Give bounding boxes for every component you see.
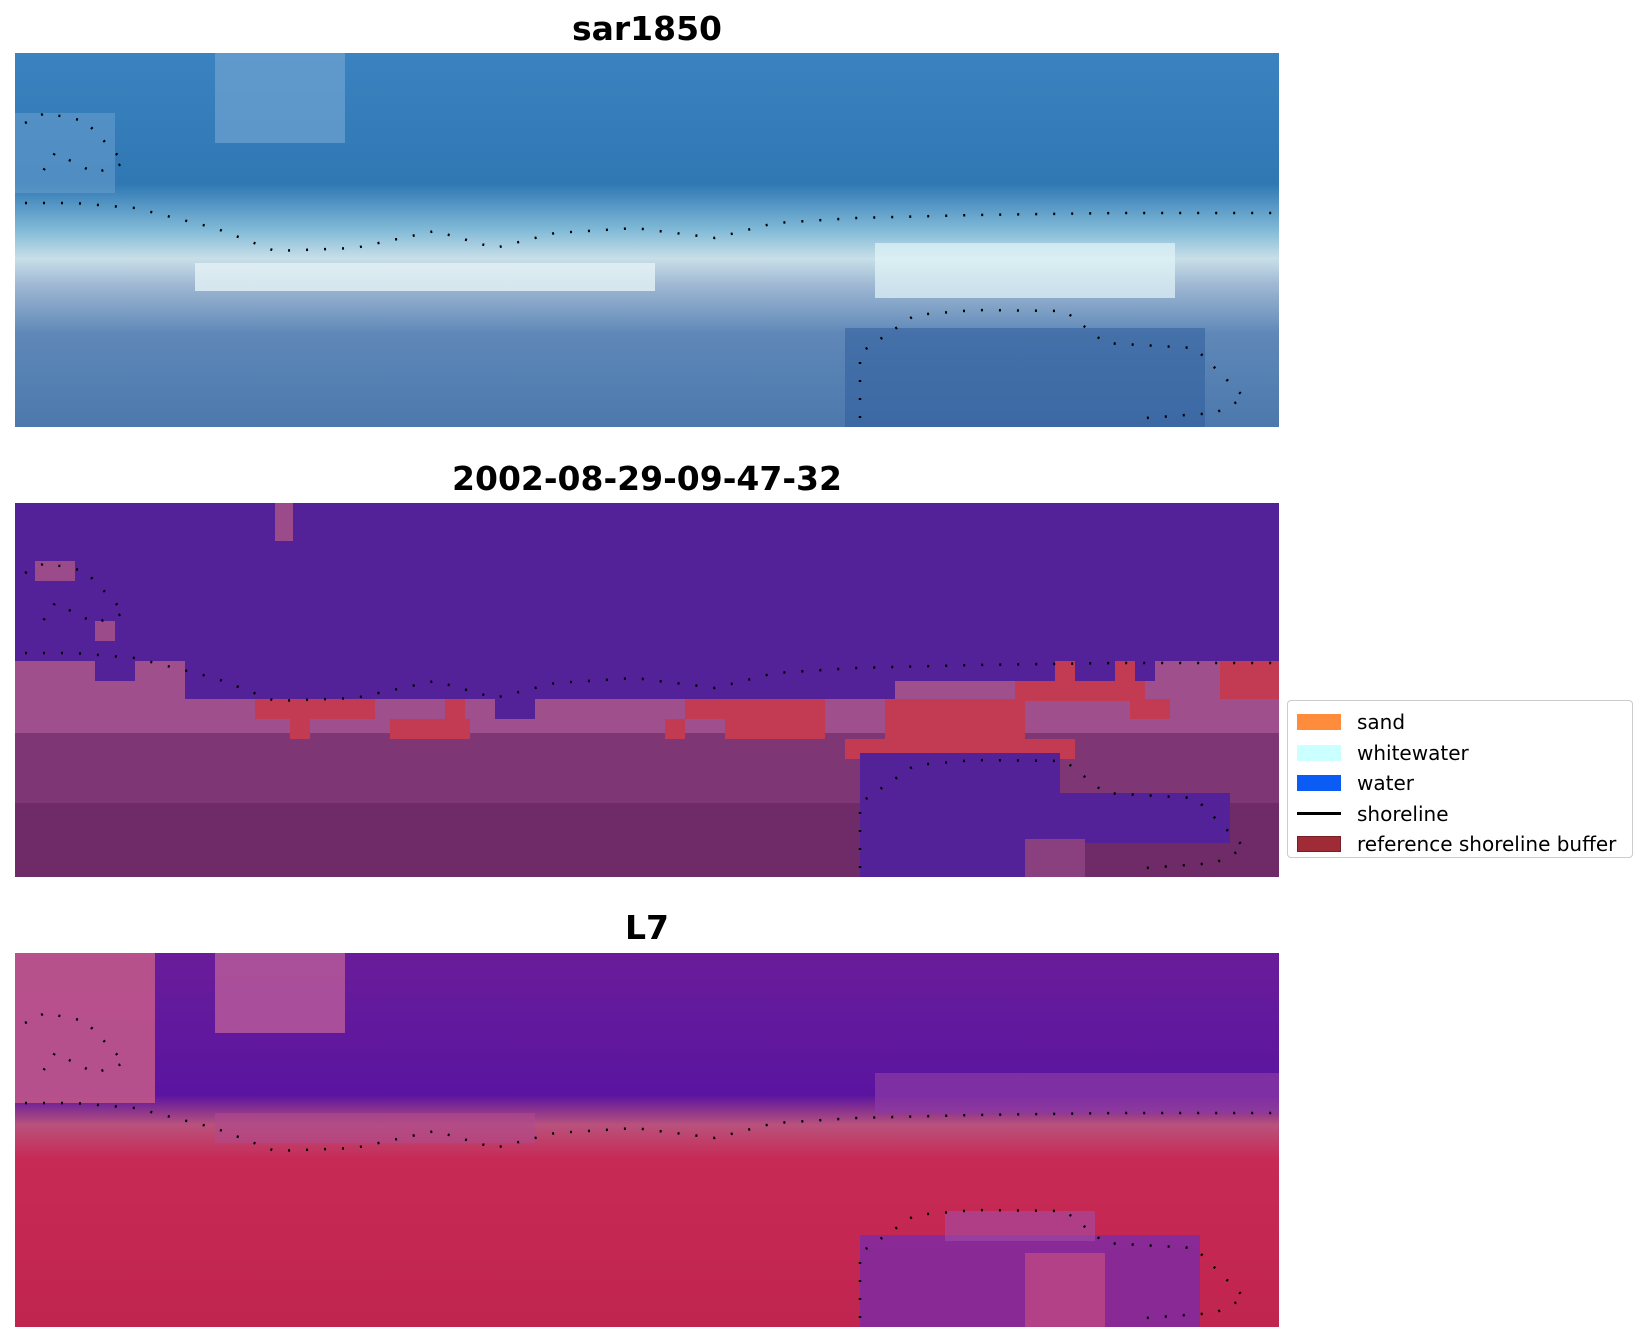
- shoreline-line-swatch: [1297, 812, 1341, 816]
- rgb-image-sar1850: [15, 53, 1279, 427]
- image-panel-sar1850: [15, 53, 1279, 427]
- legend-item-water: water: [1288, 768, 1632, 799]
- legend-item-whitewater: whitewater: [1288, 738, 1632, 769]
- sand-swatch: [1297, 714, 1341, 731]
- legend-label-reference-buffer: reference shoreline buffer: [1357, 832, 1617, 857]
- legend-label-water: water: [1357, 771, 1414, 796]
- legend-item-shoreline: shoreline: [1288, 799, 1632, 830]
- classification-overlay-image: [15, 503, 1279, 877]
- legend-item-reference-buffer: reference shoreline buffer: [1288, 829, 1632, 860]
- water-swatch: [1297, 775, 1341, 792]
- panel-title-date: 2002-08-29-09-47-32: [452, 459, 842, 498]
- panel-title-l7: L7: [625, 908, 669, 947]
- reference-buffer-swatch: [1297, 836, 1341, 853]
- panel-title-sar1850: sar1850: [571, 9, 723, 48]
- image-panel-classification: [15, 503, 1279, 877]
- legend-label-whitewater: whitewater: [1357, 740, 1469, 765]
- legend-item-sand: sand: [1288, 707, 1632, 738]
- false-color-image-l7: [15, 953, 1279, 1327]
- legend-label-sand: sand: [1357, 710, 1406, 735]
- legend: sand whitewater water shoreline referenc…: [1287, 700, 1633, 858]
- whitewater-swatch: [1297, 744, 1341, 761]
- legend-label-shoreline: shoreline: [1357, 801, 1449, 826]
- image-panel-l7: [15, 953, 1279, 1327]
